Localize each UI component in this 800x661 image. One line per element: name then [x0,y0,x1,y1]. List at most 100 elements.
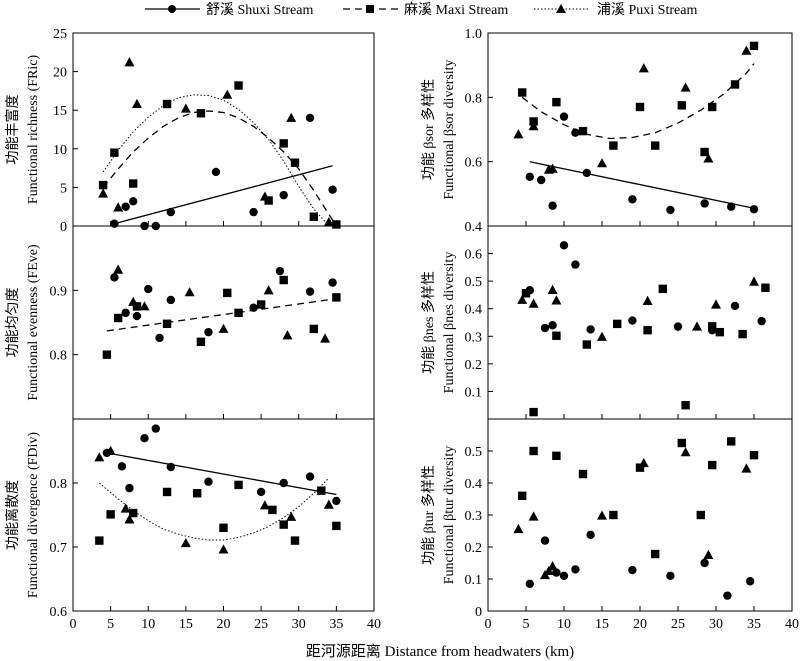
data-point-square [700,147,709,157]
panel-feve: 0.8 0.9 功能均匀度 Functional evenness (FEve) [5,225,375,420]
data-point-circle [332,496,341,506]
data-point-circle [117,462,127,471]
data-point-square [749,450,759,460]
data-point-circle [757,316,766,326]
panel-bnes: 0.1 0.2 0.3 0.4 0.5 0.6 功能 βnes 多样性 Functional … [420,225,793,420]
data-point-triangle [547,284,558,294]
data-point-triangle [120,503,131,513]
x-tick-label: 40 [367,617,381,632]
data-point-square [696,510,705,520]
data-point-circle [256,487,266,497]
data-point-square [552,451,561,460]
x-tick-label: 35 [329,617,343,632]
data-point-square [518,491,527,500]
legend-puxi-marker [556,4,566,13]
data-point-circle [582,168,591,178]
data-point-triangle [282,330,293,340]
data-point-triangle [286,511,297,521]
data-point-triangle [323,216,334,227]
data-point-triangle [184,287,195,297]
fit-line [106,298,337,332]
legend-puxi-label: 浦溪 Puxi Stream [597,2,697,18]
y-tick-label: 20 [53,66,67,81]
panel-btur: 0 5 10 15 20 25 30 35 40 0 0.1 0.2 0.3 0.4 0.5 功能 βtur … [420,418,799,632]
x-tick-label: 25 [671,617,685,632]
y-tick-label: 0.6 [50,605,68,620]
data-point-triangle [218,323,229,333]
y-tick-label: 0 [475,605,482,620]
data-point-circle [155,333,164,343]
data-point-triangle [222,89,233,99]
data-point-circle [305,472,315,481]
data-point-circle [586,325,595,334]
data-point-circle [204,327,213,337]
data-point-square [309,324,318,334]
data-point-square [708,460,717,470]
panel-fric: 0 5 10 15 20 25 功能丰富度 Functional richness (FRic… [4,27,375,235]
data-point-square [552,331,561,340]
data-point-circle [700,199,709,208]
data-point-triangle [597,158,607,168]
data-point-triangle [680,447,691,457]
data-point-circle [730,301,740,311]
y-tick-label: 0.2 [465,358,483,373]
data-point-square [658,284,667,294]
data-point-circle [628,195,637,204]
data-point-circle [746,577,755,586]
y-tick-label: 0.6 [465,248,483,263]
data-point-triangle [98,188,109,198]
data-point-triangle [703,549,714,559]
data-point-square [268,505,277,515]
fit-line [106,452,337,496]
data-point-square [279,520,288,529]
data-point-circle [628,316,637,325]
data-point-square [106,510,115,519]
data-point-square [162,487,172,497]
data-point-square [290,158,300,167]
y-axis-label-en: Functional richness (FRic) [26,55,41,205]
data-point-circle [166,462,176,472]
data-point-circle [548,201,557,210]
data-point-square [219,523,228,532]
x-tick-label: 40 [785,617,799,632]
y-axis-label-zh: 功能丰富度 [4,95,21,165]
y-axis-label-zh: 功能 βnes 多样性 [420,271,437,374]
y-tick-label: 0 [60,220,67,235]
data-point-triangle [259,500,270,510]
data-point-circle [151,424,160,433]
data-point-square [162,319,172,328]
data-point-circle [559,571,569,580]
data-point-circle [559,112,569,121]
data-point-circle [673,322,683,331]
data-point-square [332,293,341,302]
y-tick-label: 5 [60,181,67,196]
data-point-circle [110,219,119,228]
data-point-square [234,81,243,90]
fit-line [102,110,337,227]
data-point-triangle [513,129,524,139]
data-point-circle [166,207,176,217]
data-point-square [279,139,288,148]
y-tick-label: 0.7 [50,541,68,556]
data-point-circle [125,483,134,493]
data-point-circle [559,241,569,250]
data-point-triangle [638,457,649,468]
fit-line [529,161,755,209]
data-point-circle [666,571,675,580]
data-point-triangle [286,112,297,122]
y-tick-label: 0.4 [465,303,483,318]
x-tick-label: 10 [141,617,155,632]
data-point-square [643,326,652,335]
data-point-circle [540,536,550,545]
data-point-circle [328,185,337,194]
data-point-triangle [139,301,150,311]
data-point-square [234,480,243,490]
data-point-triangle [113,264,124,274]
data-point-circle [552,568,561,577]
data-point-triangle [597,331,607,341]
x-tick-label: 10 [557,617,571,632]
data-point-square [635,102,645,112]
data-point-triangle [543,565,554,575]
x-tick-label: 15 [179,617,193,632]
data-point-circle [548,321,557,330]
